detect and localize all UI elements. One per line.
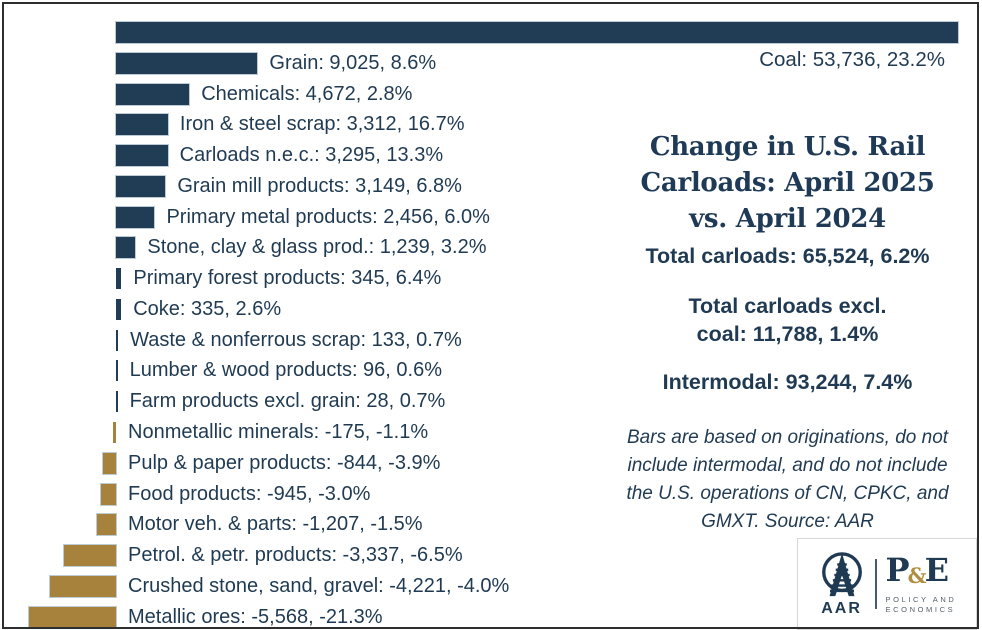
bar-label-stone-clay-glass-prod: Stone, clay & glass prod.: 1,239, 3.2% [147,236,487,259]
bar-label-chemicals: Chemicals: 4,672, 2.8% [201,82,413,105]
bar-label-food-products: Food products: -945, -3.0% [128,482,371,505]
chart-title-line-2: Carloads: April 2025 [640,168,935,198]
pe-ampersand: & [907,562,927,588]
aar-wordmark: AAR [821,600,862,617]
bar-label-motor-veh-parts: Motor veh. & parts: -1,207, -1.5% [128,513,423,536]
bar-label-farm-products-excl-grain: Farm products excl. grain: 28, 0.7% [129,390,446,413]
policy-economics-label: POLICY AND ECONOMICS [886,595,957,615]
bar-crushed-stone-sand-gravel [49,575,116,597]
bar-nonmetallic-minerals [113,422,116,443]
bar-label-primary-metal-products: Primary metal products: 2,456, 6.0% [166,205,490,228]
bar-label-metallic-ores: Metallic ores: -5,568, -21.3% [128,605,383,628]
pe-wordmark: P&E [886,554,949,592]
bar-label-pulp-paper-products: Pulp & paper products: -844, -3.9% [128,451,441,474]
bar-grain-mill-products [116,175,166,197]
bar-lumber-wood-products [116,360,118,382]
bar-carloads-n-e-c [116,145,168,167]
bar-chemicals [116,83,190,105]
bar-motor-veh-parts [97,514,116,536]
pe-logo: P&E POLICY AND ECONOMICS [886,554,957,615]
bar-primary-metal-products [116,206,155,228]
bar-label-crushed-stone-sand-gravel: Crushed stone, sand, gravel: -4,221, -4.… [128,574,510,597]
bar-label-iron-steel-scrap: Iron & steel scrap: 3,312, 16.7% [179,113,465,136]
bar-iron-steel-scrap [116,114,168,136]
bar-pulp-paper-products [102,452,116,474]
chart-title-line-1: Change in U.S. Rail [649,132,926,162]
bar-label-grain-mill-products: Grain mill products: 3,149, 6.8% [177,174,462,197]
aar-pe-logo: AAR P&E POLICY AND ECONOMICS [797,538,977,630]
bar-grain [116,52,258,74]
bar-label-petrol-petr-products: Petrol. & petr. products: -3,337, -6.5% [128,544,463,567]
bar-label-lumber-wood-products: Lumber & wood products: 96, 0.6% [129,359,442,382]
coal-bar-label: Coal: 53,736, 23.2% [759,48,945,71]
pe-letter-e: E [924,550,949,589]
bar-coke [116,298,122,320]
bar-label-coke: Coke: 335, 2.6% [133,297,282,320]
policy-line-1: POLICY AND [885,594,957,604]
bar-metallic-ores [28,606,116,628]
bar-farm-products-excl-grain [116,391,118,413]
intermodal-stat: Intermodal: 93,244, 7.4% [662,370,913,394]
bar-coal [116,22,958,43]
bar-food-products [101,483,116,505]
bar-primary-forest-products [116,268,122,290]
total-excl-coal-stat: Total carloads excl. coal: 11,788, 1.4% [600,293,975,348]
total-carloads-stat: Total carloads: 65,524, 6.2% [645,244,930,268]
bar-label-grain: Grain: 9,025, 8.6% [269,51,437,74]
chart-title: Change in U.S. Rail Carloads: April 2025… [600,129,975,237]
chart-title-line-3: vs. April 2024 [689,204,886,234]
aar-logo: AAR [818,550,866,618]
bar-label-nonmetallic-minerals: Nonmetallic minerals: -175, -1.1% [128,421,429,443]
bar-waste-nonferrous-scrap [116,329,119,351]
total-excl-coal-line-1: Total carloads excl. [688,294,887,318]
bar-stone-clay-glass-prod [116,237,136,259]
total-excl-coal-line-2: coal: 11,788, 1.4% [696,321,879,346]
bar-label-primary-forest-products: Primary forest products: 345, 6.4% [133,267,442,290]
bar-label-carloads-n-e-c: Carloads n.e.c.: 3,295, 13.3% [179,144,444,167]
bar-label-waste-nonferrous-scrap: Waste & nonferrous scrap: 133, 0.7% [130,328,462,351]
policy-line-2: ECONOMICS [885,604,956,614]
pe-letter-p: P [885,550,910,589]
aar-railroad-track-icon [821,552,862,597]
source-footnote: Bars are based on originations, do not i… [626,427,949,532]
bar-petrol-petr-products [63,545,116,567]
logo-divider [874,559,877,609]
